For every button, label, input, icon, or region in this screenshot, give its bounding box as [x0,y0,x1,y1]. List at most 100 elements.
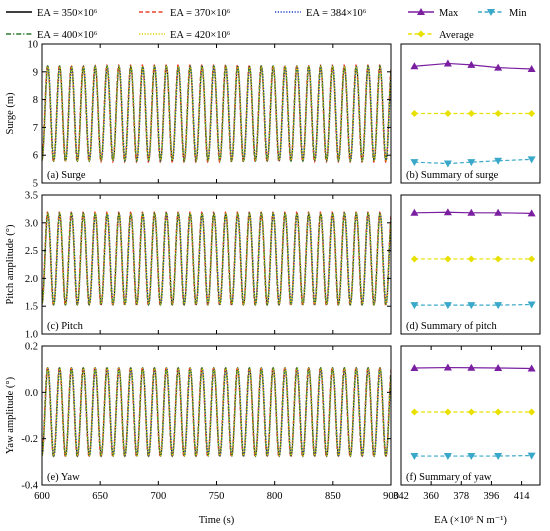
data-point [410,110,418,117]
legend-entry: Min [478,8,527,19]
data-point [494,408,502,416]
series-line [42,212,391,306]
legend-label: Max [439,8,459,19]
data-point [527,209,536,217]
data-point [528,110,536,117]
data-point [528,408,536,416]
y-tick-label: -0.4 [21,481,38,492]
panel-label: (b) Summary of surge [406,170,499,181]
legend-entry: EA = 420×10⁶ [139,30,231,41]
legend-entry: EA = 350×10⁶ [6,8,98,19]
panel-label: (a) Surge [47,170,86,181]
series-line [42,212,391,305]
panel-label: (d) Summary of pitch [406,321,497,332]
legend-label: Average [439,30,474,41]
panel-label: (e) Yaw [47,472,80,483]
data-point [410,453,419,461]
y-tick-label: 1.5 [25,302,38,313]
y-tick-label: 2.5 [25,246,38,257]
y-tick-label: 8 [33,95,38,106]
y-tick-label: 3.5 [25,191,38,202]
data-point [410,62,419,70]
legend-label: Min [509,8,527,19]
axes-frame [400,43,541,184]
x-tick-label: 378 [453,491,469,502]
data-point [444,255,452,263]
legend-label: EA = 370×10⁶ [170,8,231,19]
data-point [410,302,419,310]
y-tick-label: 9 [33,67,38,78]
data-point [467,208,476,216]
axes-frame [400,194,541,335]
data-point [494,157,503,165]
y-tick-label: 7 [33,123,38,134]
axes-frame [400,345,541,486]
plot-area [42,366,391,459]
x-tick-label: 414 [514,491,531,502]
y-tick-label: 6 [33,151,38,162]
chart-panel: 5 6 7 8 9 10 (a) Surge Surge (m) [5,40,392,190]
data-point [528,255,536,263]
plot-area [410,363,536,461]
plot-area [42,211,391,307]
x-tick-label: 396 [484,491,500,502]
panel-label: (c) Pitch [47,321,84,332]
y-tick-label: 5 [33,179,38,190]
panels: 5 6 7 8 9 10 (a) Surge Surge (m) (b) Summary of … [5,40,541,527]
legend: EA = 350×10⁶ EA = 370×10⁶ EA = 384×10⁶ Max M… [6,8,527,41]
x-tick-label: 800 [267,491,283,502]
plot-area [410,208,536,310]
x-tick-label: 850 [325,491,341,502]
data-point [527,65,536,73]
data-point [467,408,475,416]
series-line [414,158,532,165]
data-point [467,60,476,68]
legend-marker [417,8,425,15]
x-tick-label: 650 [92,491,108,502]
data-point [494,302,503,310]
data-point [443,160,452,168]
data-point [527,156,536,164]
chart-panel: 1.0 1.5 2.0 2.5 3.0 3.5 (c) Pitch Pitch amplitu… [5,191,392,341]
chart-panel: (b) Summary of surge [400,43,541,184]
x-tick-label: 342 [393,491,409,502]
y-tick-label: 0.2 [25,342,38,353]
data-point [527,364,536,372]
chart-panel: -0.4 -0.2 0.0 0.2 600 650 700 750 800 850 900 (e) Y… [5,342,399,527]
y-axis-label: Pitch amplitude (°) [5,224,16,305]
legend-label: EA = 400×10⁶ [37,30,98,41]
data-point [443,363,452,371]
data-point [494,453,503,461]
y-tick-label: 1.0 [25,330,38,341]
data-point [527,452,536,460]
chart-panel: (d) Summary of pitch [400,194,541,335]
data-point [494,255,502,263]
y-tick-label: 2.0 [25,274,38,285]
data-point [410,208,419,216]
series-line [42,65,391,161]
data-point [410,159,419,167]
data-point [494,208,503,216]
legend-entry: EA = 400×10⁶ [6,30,98,41]
x-tick-label: 700 [150,491,166,502]
data-point [494,63,503,71]
legend-marker [417,30,425,38]
legend-marker [487,9,495,16]
legend-entry: Average [408,30,474,41]
data-point [410,408,418,416]
plot-area [42,64,391,164]
legend-entry: EA = 384×10⁶ [275,8,367,19]
panel-label: (f) Summary of yaw [406,472,492,483]
y-tick-label: -0.2 [21,434,38,445]
legend-label: EA = 384×10⁶ [306,8,367,19]
legend-entry: EA = 370×10⁶ [139,8,231,19]
data-point [467,363,476,371]
data-point [443,59,452,67]
data-point [443,453,452,461]
x-tick-label: 900 [383,491,399,502]
legend-label: EA = 420×10⁶ [170,30,231,41]
x-tick-label: 360 [423,491,439,502]
data-point [494,110,502,117]
data-point [527,301,536,309]
